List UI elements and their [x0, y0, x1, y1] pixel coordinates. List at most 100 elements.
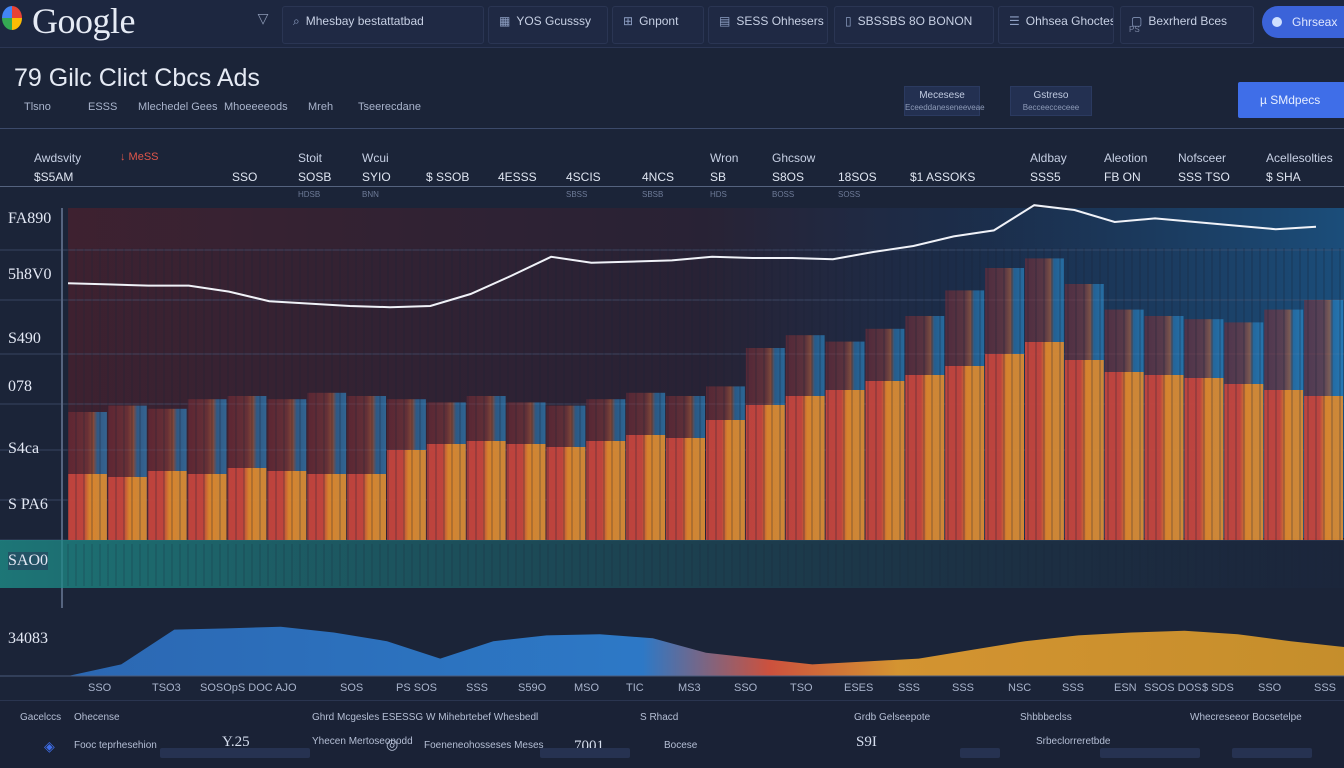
x-tick-label: SSS — [1062, 682, 1085, 694]
x-tick-label: TSO3 — [152, 682, 181, 694]
doc-icon: ▯ — [845, 14, 852, 28]
metric-head: Wron — [710, 151, 739, 165]
logo-text[interactable]: Google — [32, 1, 135, 41]
metric-sub: SBSB — [642, 190, 664, 199]
x-tick-label: SSS — [1314, 682, 1337, 694]
subnav-item[interactable]: Mreh — [308, 101, 334, 113]
google-logo-icon[interactable] — [2, 6, 22, 30]
metric-sub: SBSS — [566, 190, 588, 199]
y-tick-label: S490 — [8, 330, 41, 347]
metric-sub: SOSS — [838, 190, 861, 199]
divider — [0, 186, 1344, 187]
footer-label[interactable]: Foeneneohosseses Meses — [424, 740, 544, 751]
metric-value: S8OS — [772, 170, 805, 184]
tab-label: Bexrherd Bces — [1148, 14, 1228, 28]
y-tick-label: 34083 — [8, 630, 48, 647]
bar-lower — [1304, 396, 1343, 540]
footer-label[interactable]: S Rhacd — [640, 712, 679, 723]
bar-lower — [1144, 375, 1184, 540]
metric-value: $ SHA — [1266, 170, 1301, 184]
tab-chart[interactable]: ⊞ Gnpont — [612, 6, 704, 44]
bar-lower — [466, 441, 506, 540]
bar-lower — [706, 420, 745, 540]
metric-head: Aldbay — [1030, 151, 1067, 165]
x-tick-label: MS3 — [678, 682, 701, 694]
meta-box[interactable]: Mecesese Eceeddaneseneeveae — [904, 86, 985, 116]
footer-label[interactable]: W Mihebrtebef Whesbedl — [426, 712, 539, 723]
bar-lower — [586, 441, 626, 540]
metric-value: SOSB — [298, 170, 332, 184]
metric-sub: HDS — [710, 190, 727, 199]
y-tick-label: S4ca — [8, 440, 40, 457]
footer-label[interactable]: Bocese — [664, 740, 698, 751]
meta-box[interactable]: Gstreso Becceecceceee — [1010, 86, 1092, 116]
subnav-item[interactable]: Tseerecdane — [358, 101, 421, 113]
x-tick-label: S59O — [518, 682, 547, 694]
y-tick-label: FA890 — [8, 210, 52, 227]
metric-head: Wcui — [362, 151, 389, 165]
tab-grid[interactable]: ▦ YOS Gcusssy — [488, 6, 608, 44]
grid-icon: ▦ — [499, 14, 511, 28]
bar-lower — [1184, 378, 1224, 540]
x-tick-label: SSS — [898, 682, 921, 694]
bar-lower — [546, 447, 586, 540]
top-cta-button[interactable]: Ghrseax — [1262, 6, 1344, 38]
subnav-item[interactable]: Mhoeeeeods — [224, 101, 288, 113]
subnav-item[interactable]: Mlechedel Gees — [138, 101, 218, 113]
metric-value: FB ON — [1104, 170, 1141, 184]
main-cta-button[interactable]: µ SMdpecs — [1238, 82, 1344, 118]
footer-label[interactable]: Fooc teprhesehion — [74, 740, 157, 751]
y-tick-label: SAO0 — [8, 552, 49, 570]
teal-band — [0, 540, 1344, 588]
tab-doc[interactable]: ▯ SBSSBS 8O BONON — [834, 6, 994, 44]
x-tick-label: NSC — [1008, 682, 1032, 694]
settings-icon[interactable]: ◈ — [44, 738, 55, 754]
metric-value: SB — [710, 170, 727, 184]
footer-label[interactable]: Ohecense — [74, 712, 120, 723]
tab-label: SESS Ohhesers — [736, 14, 824, 28]
tab-file[interactable]: ▢ Bexrherd Bces PS — [1120, 6, 1254, 44]
footer-label[interactable]: Yhecen Mertoseonodd — [312, 736, 413, 747]
footer-bar — [1232, 748, 1312, 758]
x-tick-label: SSS — [466, 682, 489, 694]
metric-value: SSO — [232, 170, 258, 184]
metric-value: 4ESSS — [498, 170, 537, 184]
people-icon: ☰ — [1009, 14, 1020, 28]
footer-label[interactable]: Grdb Gelseepote — [854, 712, 931, 723]
tab-people[interactable]: ☰ Ohhsea Ghoctes — [998, 6, 1114, 44]
footer-label[interactable]: Ghrd Mcgesles ESESSG — [312, 712, 424, 723]
bar-lower — [825, 390, 865, 540]
metric-sub: BOSS — [772, 190, 795, 199]
metric-value: $1 ASSOKS — [910, 170, 976, 184]
subnav-item[interactable]: Tlsno — [24, 101, 51, 113]
performance-chart[interactable] — [0, 188, 1344, 678]
bar-lower — [745, 405, 785, 540]
metric-sub: HDSB — [298, 190, 321, 199]
bar-lower — [865, 381, 905, 540]
bar-lower — [905, 375, 945, 540]
footer-label[interactable]: Shbbbeclss — [1020, 712, 1072, 723]
footer-label[interactable]: Whecreseeor Bocsetelpe — [1190, 712, 1302, 723]
meta-label: Mecesese — [919, 90, 965, 101]
meta-sub: Eceeddaneseneeveae — [905, 103, 985, 112]
bar-lower — [1064, 360, 1104, 540]
divider — [0, 128, 1344, 129]
footer-label[interactable]: Srbeclorreretbde — [1036, 736, 1111, 747]
footer-bar — [540, 748, 630, 758]
bar-lower — [785, 396, 825, 540]
tab-table[interactable]: ▤ SESS Ohhesers — [708, 6, 828, 44]
x-tick-label: SSO — [88, 682, 112, 694]
footer-label[interactable]: Gacelccs — [20, 712, 62, 723]
bar-lower — [1224, 384, 1264, 540]
metric-value: SYIO — [362, 170, 391, 184]
target-icon[interactable]: ◎ — [386, 736, 399, 752]
metric-value: $ SSOB — [426, 170, 470, 184]
chevron-down-icon[interactable]: ▽ — [257, 10, 269, 26]
tab-search[interactable]: ⌕ Mhesbay bestattatbad — [282, 6, 484, 44]
metric-head: Nofsceer — [1178, 151, 1227, 165]
subnav-item[interactable]: ESSS — [88, 101, 118, 113]
tab-label: Mhesbay bestattatbad — [305, 14, 424, 28]
x-tick-label: SSOS DOS — [1144, 682, 1202, 694]
meta-label: Gstreso — [1033, 90, 1069, 101]
bar-lower — [426, 444, 466, 540]
